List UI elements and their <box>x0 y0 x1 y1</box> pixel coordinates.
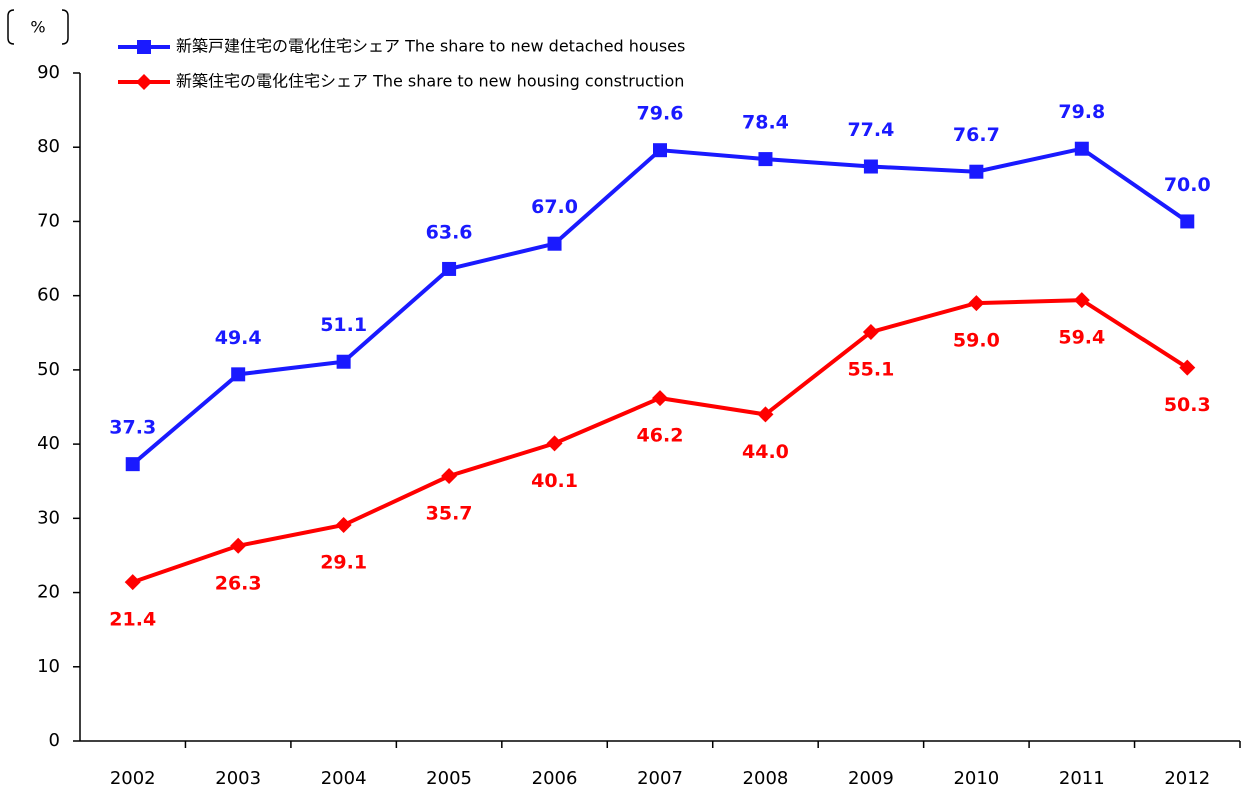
bracket <box>7 9 15 45</box>
value-label: 79.6 <box>637 103 684 125</box>
x-tick-label: 2004 <box>321 768 367 789</box>
marker <box>125 457 140 472</box>
x-tick-label: 2009 <box>848 768 894 789</box>
marker <box>441 468 458 485</box>
x-tick-label: 2005 <box>426 768 472 789</box>
value-label: 51.1 <box>320 314 367 336</box>
marker <box>124 574 141 591</box>
marker <box>863 159 878 174</box>
value-label: 78.4 <box>742 112 789 134</box>
series-line <box>131 146 1189 466</box>
value-label: 67.0 <box>531 196 578 218</box>
value-label: 49.4 <box>215 327 262 349</box>
bracket <box>61 9 69 45</box>
value-label: 37.3 <box>109 417 156 439</box>
value-label: 50.3 <box>1164 394 1211 416</box>
marker <box>336 354 351 369</box>
y-tick-label: 60 <box>37 285 60 306</box>
marker <box>1073 292 1090 309</box>
value-label: 77.4 <box>847 119 894 141</box>
y-axis-label: % <box>30 18 45 37</box>
value-label: 76.7 <box>953 124 1000 146</box>
marker <box>653 143 667 158</box>
y-tick-label: 30 <box>37 507 60 528</box>
value-label: 26.3 <box>215 572 262 594</box>
legend-marker <box>137 40 151 54</box>
y-tick-label: 80 <box>37 136 60 157</box>
value-label: 70.0 <box>1164 174 1211 196</box>
marker <box>547 236 562 251</box>
marker <box>1074 141 1089 156</box>
marker <box>968 295 985 312</box>
x-tick-label: 2003 <box>215 768 261 789</box>
x-tick-label: 2012 <box>1164 768 1210 789</box>
value-label: 46.2 <box>637 425 684 447</box>
marker <box>862 324 879 341</box>
y-tick-label: 40 <box>37 433 60 454</box>
value-label: 59.0 <box>953 330 1000 352</box>
value-label: 59.4 <box>1058 327 1105 349</box>
y-tick-label: 90 <box>37 62 60 83</box>
marker <box>442 261 457 276</box>
x-tick-label: 2011 <box>1059 768 1105 789</box>
marker <box>335 517 352 534</box>
marker <box>969 164 984 179</box>
x-tick-label: 2006 <box>532 768 578 789</box>
marker <box>1180 214 1195 229</box>
marker <box>230 537 247 554</box>
x-tick-label: 2007 <box>637 768 683 789</box>
legend-label: 新築住宅の電化住宅シェア The share to new housing co… <box>176 72 684 91</box>
value-label: 40.1 <box>531 470 578 492</box>
y-tick-label: 70 <box>37 210 60 231</box>
value-label: 21.4 <box>109 609 156 631</box>
x-tick-label: 2008 <box>743 768 789 789</box>
marker <box>757 406 774 423</box>
y-tick-label: 50 <box>37 359 60 380</box>
value-label: 44.0 <box>742 441 789 463</box>
marker <box>758 152 773 167</box>
legend-label: 新築戸建住宅の電化住宅シェア The share to new detached… <box>176 37 685 56</box>
y-tick-label: 10 <box>37 656 60 677</box>
marker <box>546 435 563 452</box>
value-label: 35.7 <box>426 503 473 525</box>
value-label: 63.6 <box>426 221 473 243</box>
y-tick-label: 0 <box>49 730 60 751</box>
value-label: 29.1 <box>320 552 367 574</box>
x-tick-label: 2002 <box>110 768 156 789</box>
marker <box>652 390 668 407</box>
value-label: 79.8 <box>1058 101 1105 123</box>
value-label: 55.1 <box>847 359 894 381</box>
x-tick-label: 2010 <box>953 768 999 789</box>
marker <box>1179 359 1196 376</box>
marker <box>231 367 246 382</box>
legend-marker <box>136 74 152 90</box>
y-tick-label: 20 <box>37 582 60 603</box>
